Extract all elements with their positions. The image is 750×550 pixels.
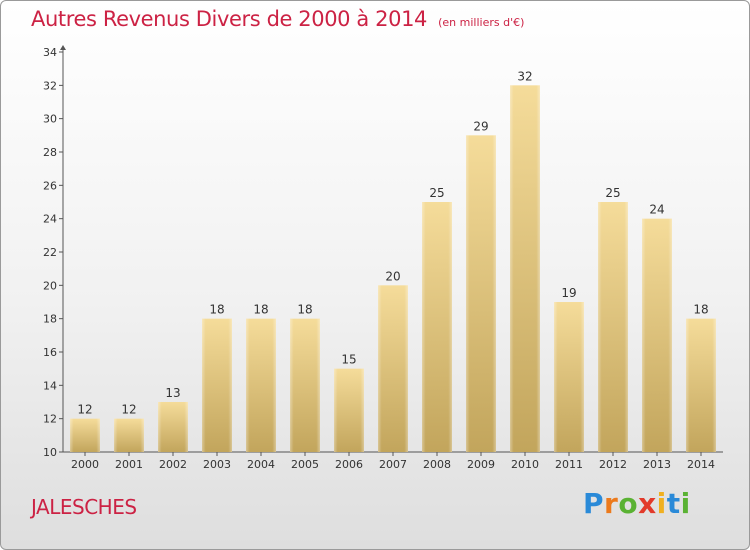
bar-highlight bbox=[554, 302, 584, 452]
x-tick-label: 2009 bbox=[467, 458, 495, 471]
axes: 10 12 14 16 18 20 22 24 26 28 30 32 34 bbox=[43, 45, 723, 459]
bar-highlight bbox=[686, 318, 716, 452]
bar-highlight bbox=[290, 318, 320, 452]
x-tick-label: 2007 bbox=[379, 458, 407, 471]
logo-letter: x bbox=[638, 487, 657, 520]
y-tick-label: 14 bbox=[43, 379, 57, 392]
bar-highlight bbox=[334, 368, 364, 452]
x-tick-label: 2002 bbox=[159, 458, 187, 471]
y-tick-label: 34 bbox=[43, 46, 57, 59]
y-tick-label: 28 bbox=[43, 146, 57, 159]
data-label: 19 bbox=[561, 286, 576, 300]
y-tick-label: 26 bbox=[43, 179, 57, 192]
y-tick-label: 12 bbox=[43, 413, 57, 426]
data-label: 20 bbox=[385, 269, 400, 283]
data-label: 32 bbox=[517, 69, 532, 83]
bar-highlight bbox=[378, 285, 408, 452]
x-tick-label: 2014 bbox=[687, 458, 715, 471]
data-label: 18 bbox=[209, 303, 224, 317]
x-tick-label: 2008 bbox=[423, 458, 451, 471]
bar-highlight bbox=[422, 202, 452, 452]
logo-letter: P bbox=[583, 487, 605, 520]
y-tick-label: 16 bbox=[43, 346, 57, 359]
data-label: 29 bbox=[473, 119, 488, 133]
x-tick-label: 2001 bbox=[115, 458, 143, 471]
chart-title: Autres Revenus Divers de 2000 à 2014 bbox=[31, 7, 428, 31]
x-tick-label: 2004 bbox=[247, 458, 275, 471]
logo-letter: t bbox=[666, 487, 681, 520]
data-label: 18 bbox=[693, 303, 708, 317]
x-tick-label: 2012 bbox=[599, 458, 627, 471]
bars-group bbox=[70, 85, 716, 453]
logo-letter: o bbox=[618, 487, 639, 520]
bar-highlight bbox=[466, 135, 496, 453]
chart-unit: (en milliers d'€) bbox=[438, 16, 525, 29]
y-tick-label: 20 bbox=[43, 279, 57, 292]
bar-highlight bbox=[642, 218, 672, 452]
y-tick-label: 32 bbox=[43, 79, 57, 92]
data-label: 18 bbox=[253, 303, 268, 317]
x-tick-label: 2006 bbox=[335, 458, 363, 471]
x-tick-label: 2013 bbox=[643, 458, 671, 471]
x-tick-label: 2011 bbox=[555, 458, 583, 471]
x-tick-label: 2010 bbox=[511, 458, 539, 471]
labels-group: 2000 12 2001 12 2002 13 2003 18 2004 18 2005 18 2006… bbox=[71, 69, 715, 471]
y-tick-label: 22 bbox=[43, 246, 57, 259]
data-label: 25 bbox=[429, 186, 444, 200]
y-tick-label: 24 bbox=[43, 213, 57, 226]
bar-highlight bbox=[598, 202, 628, 452]
bar-highlight bbox=[510, 85, 540, 452]
logo-letter: i bbox=[680, 487, 691, 520]
y-axis-arrow bbox=[60, 45, 66, 50]
data-label: 15 bbox=[341, 353, 356, 367]
data-label: 18 bbox=[297, 303, 312, 317]
x-tick-label: 2005 bbox=[291, 458, 319, 471]
bar-highlight bbox=[70, 418, 100, 452]
x-tick-label: 2000 bbox=[71, 458, 99, 471]
logo-letter: i bbox=[656, 487, 667, 520]
bar-highlight bbox=[246, 318, 276, 452]
chart-title-row: Autres Revenus Divers de 2000 à 2014 (en… bbox=[31, 7, 524, 31]
y-tick-label: 10 bbox=[43, 446, 57, 459]
data-label: 13 bbox=[165, 386, 180, 400]
data-label: 24 bbox=[649, 203, 664, 217]
data-label: 25 bbox=[605, 186, 620, 200]
location-name: JALESCHES bbox=[31, 495, 137, 519]
bar-highlight bbox=[158, 402, 188, 452]
y-tick-label: 18 bbox=[43, 313, 57, 326]
logo-letter: r bbox=[604, 487, 619, 520]
y-tick-label: 30 bbox=[43, 113, 57, 126]
proxiti-logo: Proxiti bbox=[583, 487, 691, 520]
bar-highlight bbox=[114, 418, 144, 452]
x-tick-label: 2003 bbox=[203, 458, 231, 471]
data-label: 12 bbox=[77, 403, 92, 417]
data-label: 12 bbox=[121, 403, 136, 417]
bar-highlight bbox=[202, 318, 232, 452]
